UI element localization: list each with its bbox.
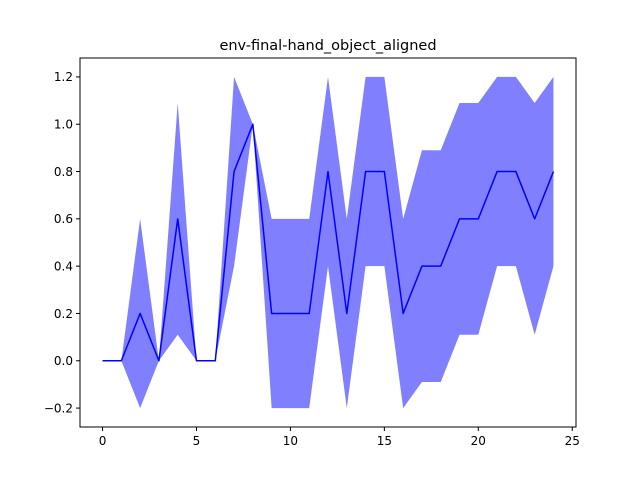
chart-title: env-final-hand_object_aligned (219, 38, 436, 54)
y-axis: −0.2 0.0 0.2 0.4 0.6 0.8 1.0 1.2 (44, 70, 80, 415)
y-tick-label: 1.0 (54, 118, 73, 132)
confidence-band-layer (102, 76, 554, 409)
y-tick-label: 0.8 (54, 165, 73, 179)
y-tick-label: 0.2 (54, 307, 73, 321)
plot-frame (79, 57, 577, 428)
series-line-layer (102, 123, 555, 362)
y-tick-label: −0.2 (44, 401, 73, 415)
x-tick-label: 25 (565, 434, 580, 448)
x-tick-label: 5 (193, 434, 201, 448)
y-tick-label: 0.0 (54, 354, 73, 368)
x-tick-label: 15 (377, 434, 392, 448)
x-tick-label: 0 (99, 434, 107, 448)
y-tick-label: 0.6 (54, 212, 73, 226)
x-tick-label: 10 (283, 434, 298, 448)
confidence-band (102, 76, 554, 409)
y-tick-label: 0.4 (54, 259, 73, 273)
x-axis: 0 5 10 15 20 25 (99, 427, 580, 448)
y-tick-label: 1.2 (54, 70, 73, 84)
x-tick-label: 20 (471, 434, 486, 448)
